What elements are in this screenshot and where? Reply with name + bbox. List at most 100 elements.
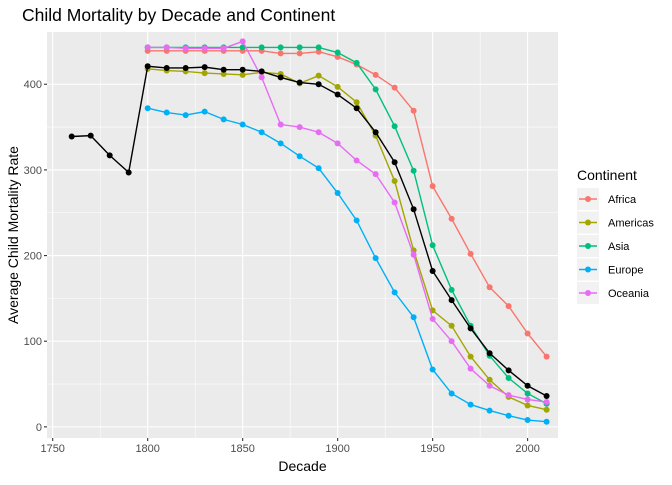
data-point-africa xyxy=(296,50,303,57)
data-point-overall xyxy=(163,64,170,71)
data-point-americas xyxy=(353,99,360,106)
data-point-americas xyxy=(220,70,227,77)
data-point-africa xyxy=(372,71,379,78)
series-line-europe xyxy=(147,107,547,423)
data-point-europe xyxy=(201,108,208,115)
data-point-europe xyxy=(486,407,493,414)
data-point-oceania xyxy=(372,171,379,178)
data-point-europe xyxy=(258,129,265,136)
data-point-europe xyxy=(182,112,189,119)
data-point-asia xyxy=(353,59,360,66)
data-point-oceania xyxy=(505,392,512,399)
data-point-overall xyxy=(391,159,398,166)
data-point-overall xyxy=(334,91,341,98)
data-point-overall xyxy=(448,297,455,304)
data-point-europe xyxy=(163,109,170,116)
data-point-asia xyxy=(239,44,246,51)
data-point-africa xyxy=(429,183,436,190)
y-tick-label: 100 xyxy=(24,336,42,348)
data-point-oceania xyxy=(220,45,227,52)
y-tick-label: 300 xyxy=(24,165,42,177)
legend-label-oceania: Oceania xyxy=(608,288,650,300)
data-point-africa xyxy=(334,53,341,60)
data-point-europe xyxy=(524,417,531,424)
y-axis: 0 100 200 300 400 xyxy=(24,79,47,434)
data-point-asia xyxy=(258,44,265,51)
legend-label-asia: Asia xyxy=(608,241,630,253)
legend-label-europe: Europe xyxy=(608,265,643,277)
data-point-oceania xyxy=(524,396,531,403)
data-point-asia xyxy=(334,49,341,56)
data-point-europe xyxy=(296,153,303,160)
data-point-overall xyxy=(106,152,113,159)
data-point-europe xyxy=(505,412,512,419)
data-point-asia xyxy=(277,44,284,51)
data-point-overall xyxy=(429,267,436,274)
data-point-oceania xyxy=(467,365,474,372)
data-point-overall xyxy=(68,133,75,140)
data-point-africa xyxy=(467,250,474,257)
data-point-overall xyxy=(277,74,284,81)
legend-point-africa xyxy=(585,196,591,202)
data-point-asia xyxy=(315,44,322,51)
data-point-americas xyxy=(334,83,341,90)
y-tick-label: 200 xyxy=(24,251,42,263)
data-point-europe xyxy=(467,401,474,408)
series-group xyxy=(68,38,550,425)
data-point-europe xyxy=(353,217,360,224)
series-line-americas xyxy=(147,68,547,411)
data-point-overall xyxy=(524,382,531,389)
x-tick-label: 1850 xyxy=(230,443,254,455)
data-point-oceania xyxy=(486,382,493,389)
data-point-africa xyxy=(524,330,531,337)
data-point-africa xyxy=(505,303,512,310)
data-point-overall xyxy=(220,66,227,73)
data-point-asia xyxy=(524,390,531,397)
legend: Continent Africa Americas Asia Europe Oceani… xyxy=(577,167,654,304)
data-point-asia xyxy=(372,86,379,93)
data-point-europe xyxy=(372,255,379,262)
data-point-africa xyxy=(410,107,417,114)
data-point-overall xyxy=(353,105,360,112)
data-point-americas xyxy=(467,353,474,360)
data-point-europe xyxy=(429,366,436,373)
data-point-oceania xyxy=(391,199,398,206)
x-tick-label: 2000 xyxy=(515,443,539,455)
x-tick-label: 1800 xyxy=(135,443,159,455)
legend-point-americas xyxy=(585,219,591,226)
data-point-asia xyxy=(296,44,303,51)
data-point-africa xyxy=(448,215,455,222)
data-point-oceania xyxy=(258,74,265,81)
legend-point-asia xyxy=(585,243,591,249)
legend-label-africa: Africa xyxy=(608,194,637,206)
data-point-americas xyxy=(391,178,398,185)
data-point-oceania xyxy=(144,44,151,51)
data-point-oceania xyxy=(543,399,550,406)
data-point-oceania xyxy=(334,140,341,147)
legend-point-europe xyxy=(585,266,591,273)
data-point-asia xyxy=(505,375,512,382)
data-point-africa xyxy=(315,48,322,55)
data-point-oceania xyxy=(448,338,455,345)
data-point-overall xyxy=(543,393,550,400)
series-line-africa xyxy=(147,50,548,358)
data-point-europe xyxy=(144,105,151,112)
data-point-overall xyxy=(258,68,265,75)
series-line-oceania xyxy=(147,40,547,403)
data-point-oceania xyxy=(277,121,284,128)
legend-label-americas: Americas xyxy=(608,218,654,230)
data-point-oceania xyxy=(429,315,436,322)
data-point-europe xyxy=(448,390,455,397)
data-point-asia xyxy=(429,242,436,249)
y-tick-label: 0 xyxy=(36,422,42,434)
data-point-oceania xyxy=(296,124,303,131)
data-point-europe xyxy=(315,165,322,172)
data-point-europe xyxy=(543,418,550,425)
chart-title: Child Mortality by Decade and Continent xyxy=(22,5,335,25)
data-point-overall xyxy=(505,367,512,374)
data-point-europe xyxy=(334,190,341,197)
data-point-africa xyxy=(391,84,398,91)
data-point-americas xyxy=(543,406,550,413)
data-point-europe xyxy=(277,140,284,147)
